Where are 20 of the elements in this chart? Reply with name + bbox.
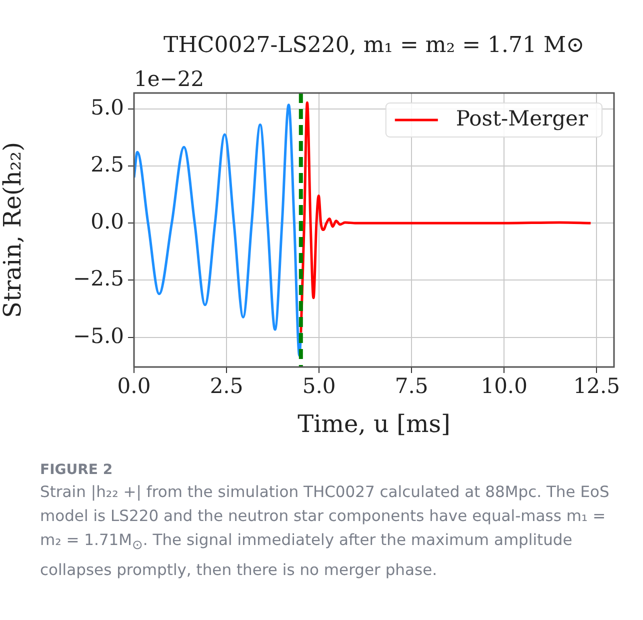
x-tick-label: 12.5 — [573, 374, 620, 398]
y-tick-label: −5.0 — [73, 324, 124, 348]
y-tick-label: 2.5 — [90, 152, 124, 177]
x-tick-label: 7.5 — [394, 374, 428, 398]
text: Strain |h₂₂ +| from the simulation THC0027 calculated at 88Mpc. The EoS model is LS220 and the neutron star components have equal-mass m₁ = m₂ = 1.71M$_{⊙}$. The signal immediately after the maximum amplitude collapses promptly, then there is no merger phase. — [40, 482, 610, 582]
chart-title: THC0027-LS220, m₁ = m₂ = 1.71 M⊙ — [164, 33, 584, 58]
text: 1e−22 — [134, 67, 204, 91]
y-tick-label: 5.0 — [90, 95, 124, 120]
y-axis-title: Strain, Re(h₂₂) — [0, 142, 27, 318]
x-tick-label: 10.0 — [480, 374, 528, 398]
caption: FIGURE 2 — [40, 462, 114, 478]
y-tick-label: −2.5 — [73, 266, 124, 291]
line-series — [134, 104, 302, 357]
line-series — [300, 101, 592, 334]
legend-label: Post-Merger — [456, 106, 589, 130]
x-tick-label: 5.0 — [302, 374, 336, 398]
y-tick-label: 0.0 — [90, 210, 124, 234]
x-axis-title: Time, u [ms] — [298, 410, 450, 438]
x-tick-label: 0.0 — [117, 374, 151, 398]
x-tick-label: 2.5 — [210, 374, 244, 398]
